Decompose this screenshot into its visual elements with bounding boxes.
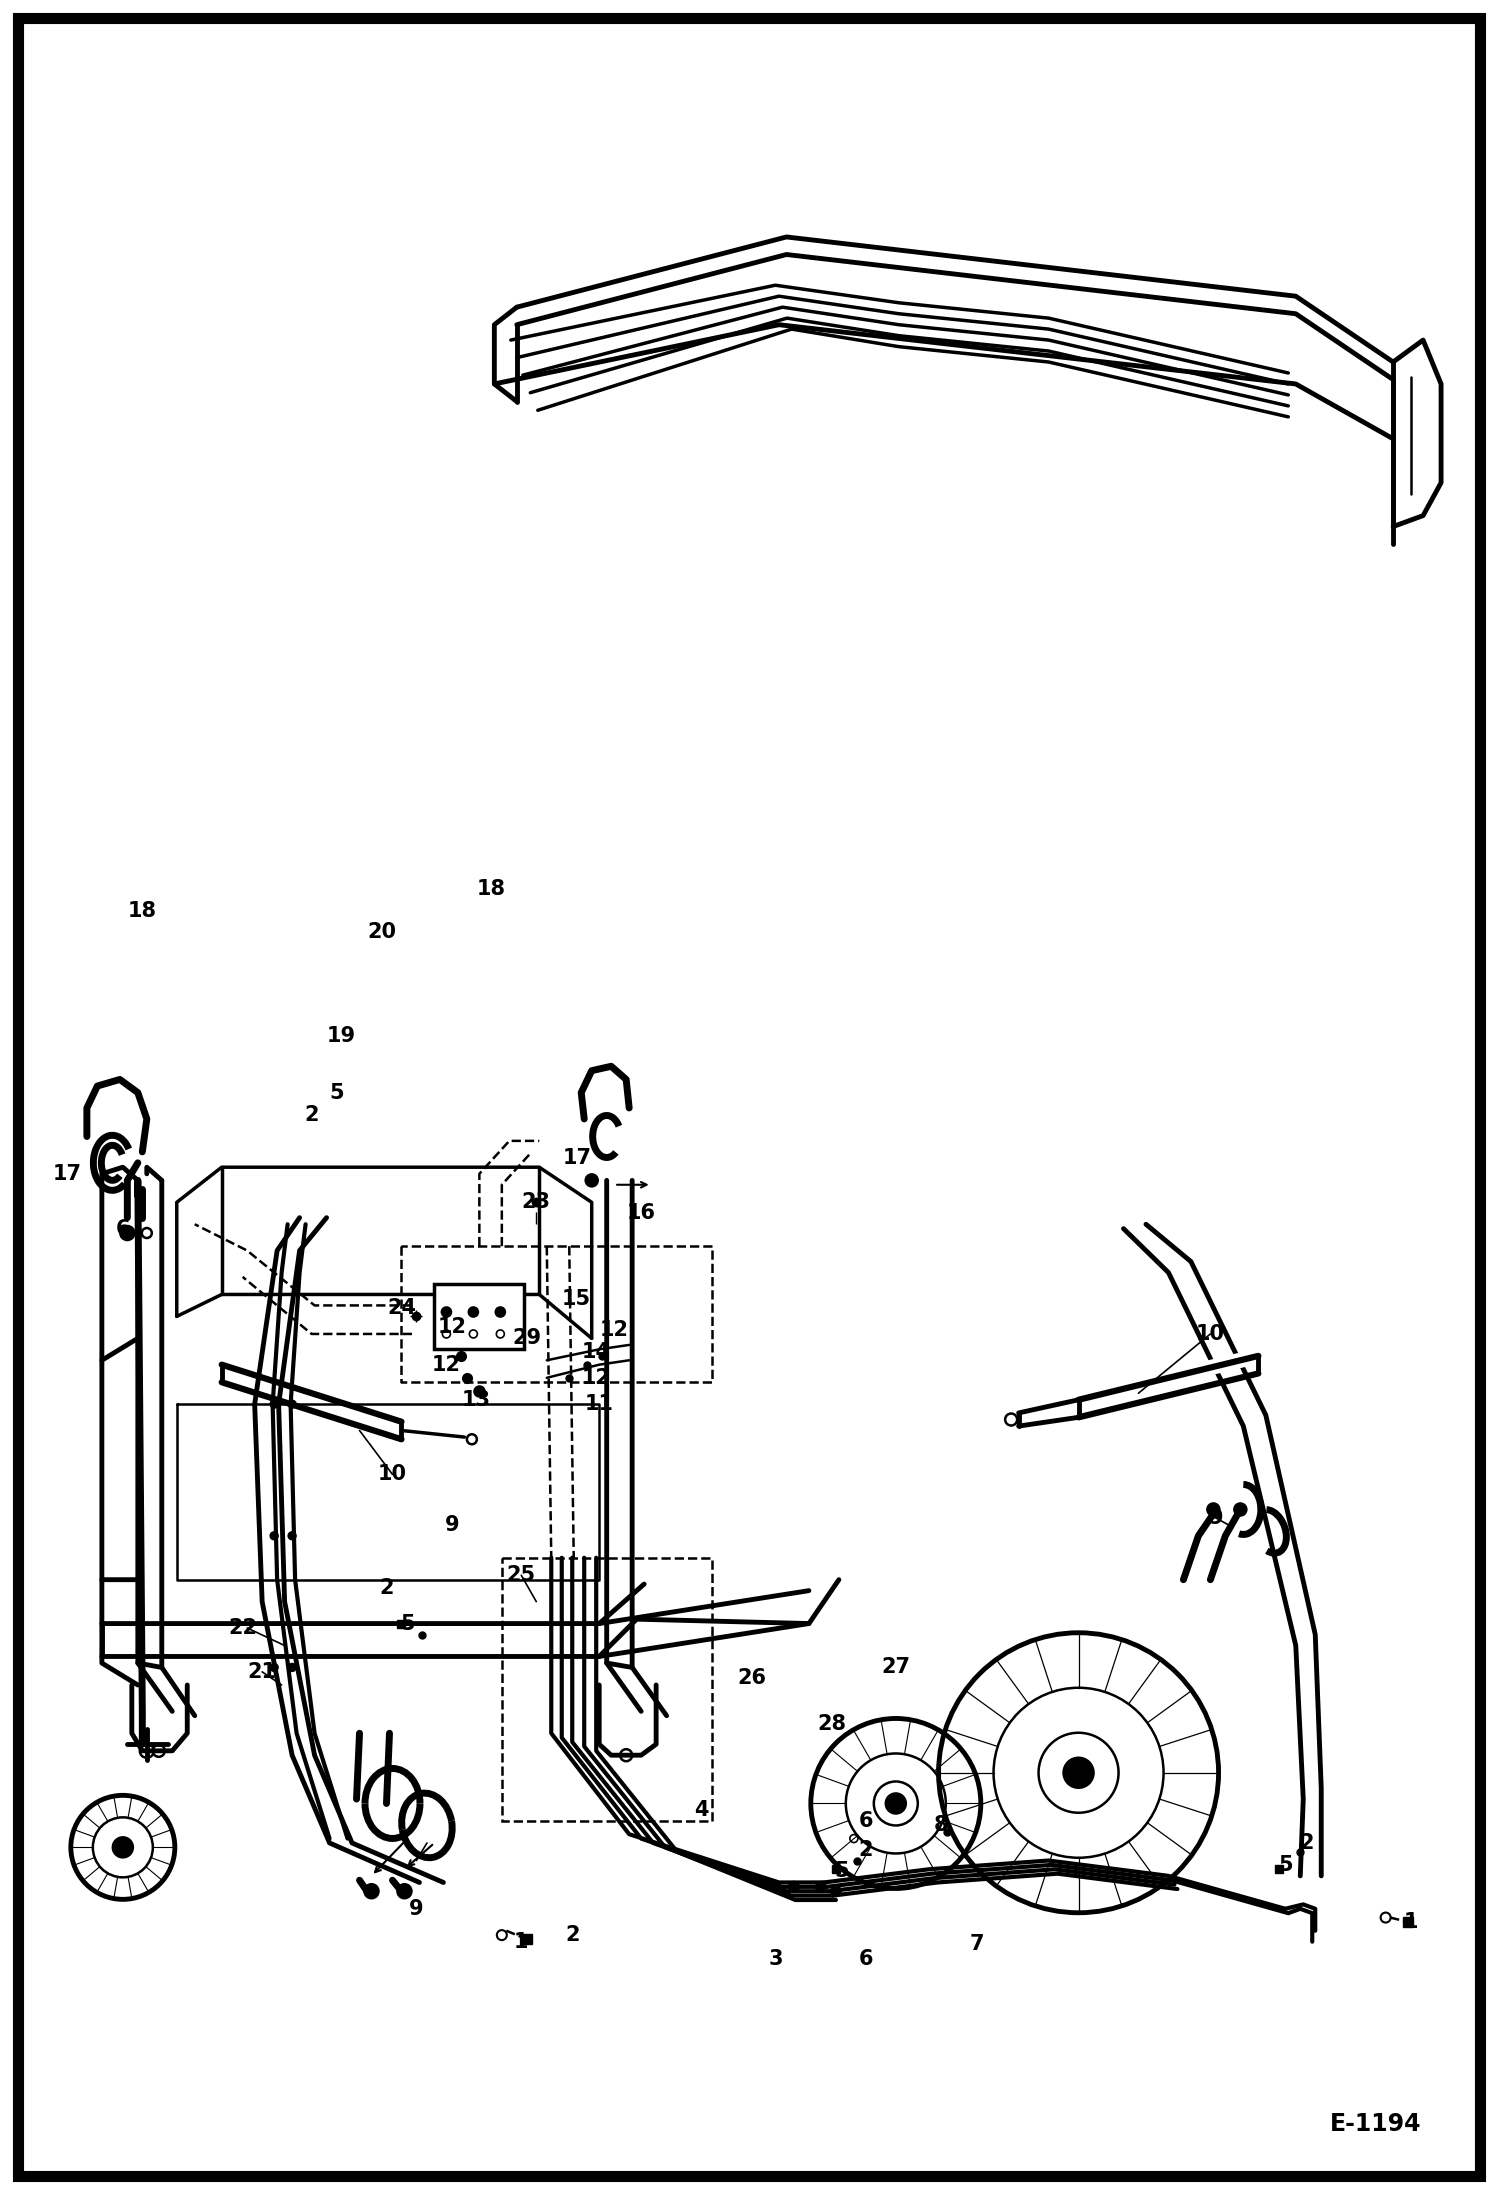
Text: 10: 10 bbox=[1195, 1323, 1225, 1345]
Text: 1: 1 bbox=[514, 1931, 529, 1953]
Circle shape bbox=[270, 1531, 279, 1540]
Text: 16: 16 bbox=[626, 1202, 656, 1224]
Text: 15: 15 bbox=[562, 1288, 592, 1310]
Bar bbox=[434, 1283, 524, 1349]
Text: 5: 5 bbox=[834, 1861, 849, 1882]
Text: 28: 28 bbox=[816, 1714, 846, 1735]
Circle shape bbox=[816, 1882, 825, 1891]
Text: 12: 12 bbox=[599, 1319, 629, 1341]
Text: 7: 7 bbox=[969, 1933, 984, 1955]
Circle shape bbox=[112, 1836, 133, 1858]
Circle shape bbox=[586, 1174, 598, 1187]
Circle shape bbox=[1207, 1503, 1219, 1516]
Text: 27: 27 bbox=[881, 1656, 911, 1678]
Text: 29: 29 bbox=[512, 1327, 542, 1349]
Text: 23: 23 bbox=[521, 1191, 551, 1213]
Text: 18: 18 bbox=[476, 878, 506, 900]
Circle shape bbox=[442, 1308, 451, 1316]
Circle shape bbox=[364, 1885, 379, 1898]
Circle shape bbox=[469, 1308, 478, 1316]
Text: 2: 2 bbox=[1299, 1832, 1314, 1854]
Text: 17: 17 bbox=[52, 1163, 82, 1185]
Circle shape bbox=[288, 1531, 297, 1540]
Text: 9: 9 bbox=[1209, 1507, 1224, 1529]
Text: 2: 2 bbox=[858, 1839, 873, 1861]
Text: 21: 21 bbox=[247, 1661, 277, 1683]
Text: 9: 9 bbox=[409, 1898, 424, 1920]
Text: 2: 2 bbox=[565, 1924, 580, 1946]
Bar bbox=[502, 1558, 712, 1821]
Text: 4: 4 bbox=[694, 1799, 709, 1821]
Circle shape bbox=[270, 1663, 279, 1672]
Text: 3: 3 bbox=[768, 1948, 783, 1970]
Text: 6: 6 bbox=[115, 1218, 130, 1240]
Text: 11: 11 bbox=[584, 1393, 614, 1415]
Text: 5: 5 bbox=[400, 1613, 415, 1635]
Circle shape bbox=[270, 1400, 279, 1409]
Text: 14: 14 bbox=[581, 1341, 611, 1362]
Circle shape bbox=[120, 1226, 135, 1240]
Text: 18: 18 bbox=[127, 900, 157, 921]
Text: 10: 10 bbox=[377, 1463, 407, 1485]
Text: 19: 19 bbox=[327, 1025, 357, 1047]
Circle shape bbox=[1064, 1757, 1094, 1788]
Text: 8: 8 bbox=[933, 1814, 948, 1836]
Text: 12: 12 bbox=[581, 1367, 611, 1389]
Circle shape bbox=[885, 1792, 906, 1814]
Text: 9: 9 bbox=[445, 1514, 460, 1536]
Text: 1: 1 bbox=[1404, 1911, 1419, 1933]
Text: 26: 26 bbox=[737, 1667, 767, 1689]
Text: 5: 5 bbox=[330, 1082, 345, 1104]
Text: 22: 22 bbox=[228, 1617, 258, 1639]
Circle shape bbox=[831, 1887, 840, 1896]
Circle shape bbox=[397, 1885, 412, 1898]
Circle shape bbox=[288, 1663, 297, 1672]
Circle shape bbox=[288, 1400, 297, 1409]
Circle shape bbox=[789, 1882, 798, 1891]
Text: 24: 24 bbox=[386, 1297, 416, 1319]
Circle shape bbox=[1234, 1503, 1246, 1516]
Text: 17: 17 bbox=[562, 1147, 592, 1169]
Text: 2: 2 bbox=[379, 1577, 394, 1599]
Text: 6: 6 bbox=[858, 1810, 873, 1832]
Text: 12: 12 bbox=[437, 1316, 467, 1338]
Text: 25: 25 bbox=[506, 1564, 536, 1586]
Text: 13: 13 bbox=[461, 1389, 491, 1411]
Text: 6: 6 bbox=[858, 1948, 873, 1970]
Text: 20: 20 bbox=[367, 921, 397, 943]
Text: 2: 2 bbox=[304, 1104, 319, 1126]
Circle shape bbox=[496, 1308, 505, 1316]
Text: E-1194: E-1194 bbox=[1329, 2113, 1422, 2135]
Text: 5: 5 bbox=[1278, 1854, 1293, 1876]
Text: 12: 12 bbox=[431, 1354, 461, 1376]
